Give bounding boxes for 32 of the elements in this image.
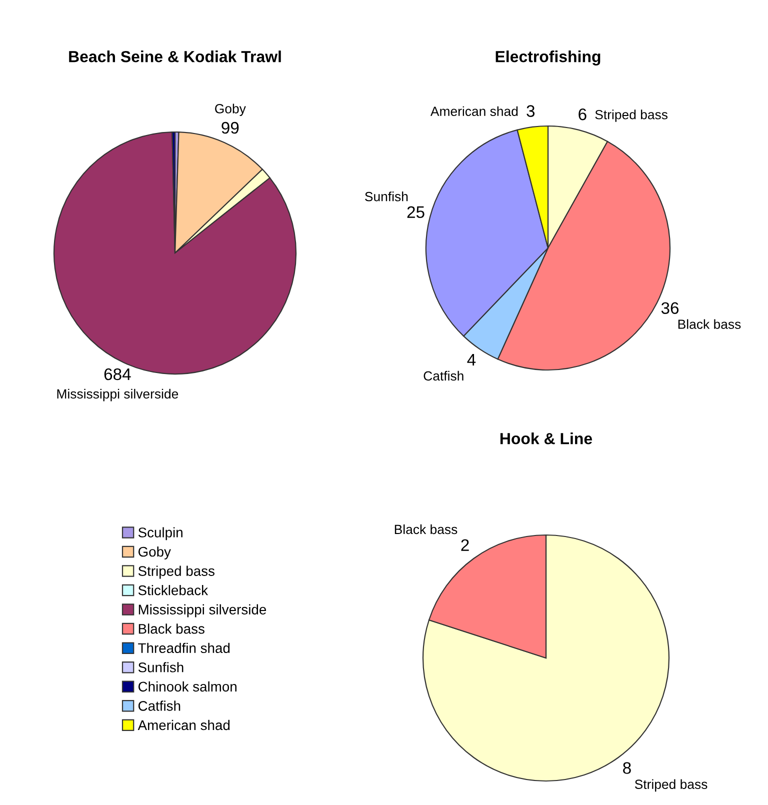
category-label: Threadfin shad <box>138 642 230 654</box>
data-label: 25 <box>407 206 424 218</box>
data-label: 99 <box>222 122 239 134</box>
category-label: Striped bass <box>138 566 214 579</box>
category-label: Mississippi silverside <box>138 604 266 618</box>
data-label: 4 <box>467 354 476 366</box>
data-label: 36 <box>661 302 679 314</box>
data-label: 684 <box>104 368 131 380</box>
slice-label: Sunfish <box>365 192 408 202</box>
slice-label: Striped bass <box>595 110 668 122</box>
category-label: Goby <box>138 546 171 560</box>
slice-label: Goby <box>215 104 246 116</box>
category-label: Black bass <box>138 624 204 634</box>
slice-label: Striped bass <box>634 779 708 792</box>
slice-label: American shad <box>430 106 518 116</box>
category-label: Catfish <box>138 700 180 711</box>
slice-label: Black bass <box>678 319 741 329</box>
chart-title: Electrofishing <box>496 50 600 66</box>
chart-title: Beach Seine & Kodiak Trawl <box>69 50 281 62</box>
slice-label: Catfish <box>424 370 464 381</box>
data-label: 6 <box>578 108 586 120</box>
category-label: American shad <box>138 720 230 730</box>
data-label: 2 <box>461 539 469 551</box>
slice-label: Black bass <box>394 524 458 534</box>
category-label: Sunfish <box>138 662 184 672</box>
slice-label: Mississippi silverside <box>57 388 178 402</box>
data-label: 3 <box>526 105 535 117</box>
category-label: Stickleback <box>138 585 208 596</box>
chart-title: Hook & Line <box>500 432 592 444</box>
category-label: Chinook salmon <box>138 681 236 692</box>
data-label: 8 <box>623 762 631 774</box>
category-label: Sculpin <box>138 527 182 540</box>
